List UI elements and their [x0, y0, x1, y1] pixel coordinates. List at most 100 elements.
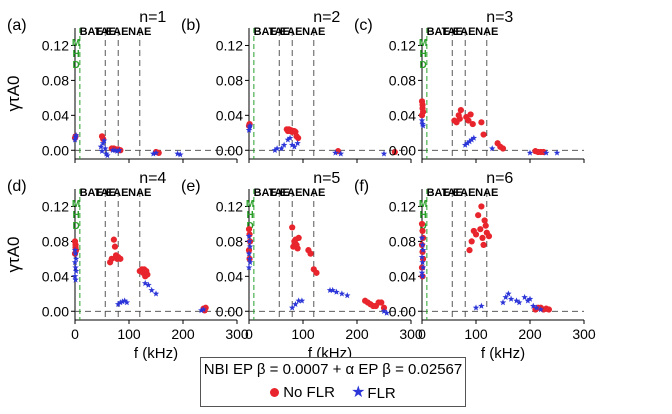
data-point-no-flr — [545, 306, 553, 313]
data-point-flr — [111, 146, 119, 154]
data-point-no-flr — [295, 134, 302, 142]
data-point-no-flr — [110, 236, 117, 243]
data-point-no-flr — [295, 234, 302, 242]
data-point-no-flr — [117, 255, 124, 262]
data-point-flr — [72, 276, 79, 283]
data-point-no-flr — [478, 203, 485, 210]
data-point-no-flr — [468, 238, 475, 245]
y-tick-label: 0.04 — [42, 107, 69, 123]
mhd-letter: M — [419, 38, 427, 49]
y-tick-label: 0.08 — [42, 233, 69, 249]
data-point-flr — [526, 295, 534, 302]
data-point-no-flr — [480, 241, 487, 248]
gap-label-bae: BAE — [427, 26, 450, 38]
y-tick-label: 0.04 — [389, 107, 416, 123]
legend-row: No FLR ★ FLR — [201, 384, 465, 402]
data-point-flr — [380, 307, 388, 315]
data-point-no-flr — [466, 247, 473, 254]
panel-title: n=3 — [486, 9, 513, 26]
data-point-flr — [418, 117, 426, 124]
data-point-flr — [507, 295, 515, 302]
data-point-flr — [198, 306, 205, 314]
x-tick-label: 200 — [518, 326, 542, 342]
data-point-flr — [72, 267, 80, 274]
data-point-flr — [271, 146, 279, 154]
data-point-no-flr — [475, 212, 482, 219]
gap-label-tae: TAE — [95, 187, 116, 199]
data-point-flr — [245, 126, 253, 133]
data-point-no-flr — [481, 217, 488, 224]
y-tick-label: 0.00 — [42, 142, 69, 158]
gap-label-eae: EAE — [453, 26, 476, 38]
x-axis-label: f (kHz) — [134, 345, 178, 362]
x-tick-label: 0 — [418, 326, 426, 342]
data-point-flr — [419, 120, 426, 127]
y-tick-label: 0.00 — [216, 303, 243, 319]
data-point-flr — [478, 302, 485, 309]
data-point-flr — [286, 134, 294, 141]
data-point-flr — [141, 279, 149, 287]
mhd-letter: D — [72, 60, 79, 71]
data-point-no-flr — [478, 119, 485, 126]
data-point-flr — [121, 297, 128, 304]
data-point-flr — [246, 258, 254, 266]
data-point-flr — [71, 246, 79, 253]
panel-title: n=6 — [486, 170, 513, 187]
data-point-flr — [177, 151, 184, 158]
y-tick-label: 0.08 — [389, 233, 416, 249]
data-point-flr — [246, 122, 254, 129]
gap-label-tae: TAE — [442, 187, 463, 199]
x-tick-label: 0 — [71, 326, 79, 342]
y-tick-label: 0.04 — [42, 268, 69, 284]
gap-label-bae: BAE — [254, 187, 277, 199]
x-tick-label: 200 — [345, 326, 369, 342]
y-tick-label: 0.12 — [216, 37, 243, 53]
panel-label: (b) — [181, 17, 201, 34]
data-point-flr — [338, 290, 346, 297]
data-point-flr — [245, 250, 253, 257]
data-point-flr — [152, 290, 160, 297]
panel-label: (f) — [354, 178, 369, 195]
data-point-flr — [72, 132, 80, 139]
gap-label-nae: NAE — [302, 187, 325, 199]
y-tick-label: 0.08 — [216, 233, 243, 249]
gap-label-bae: BAE — [80, 26, 103, 38]
data-point-flr — [526, 149, 534, 156]
data-point-flr — [542, 149, 550, 156]
data-point-flr — [245, 232, 253, 239]
data-point-flr — [103, 150, 110, 157]
y-tick-label: 0.12 — [389, 198, 416, 214]
data-point-no-flr — [469, 120, 476, 128]
data-point-flr — [470, 134, 478, 141]
gap-label-tae: TAE — [269, 187, 290, 199]
x-axis-label: f (kHz) — [481, 345, 525, 362]
data-point-no-flr — [294, 245, 301, 252]
data-point-flr — [71, 258, 79, 266]
gap-label-tae: TAE — [442, 26, 463, 38]
data-point-flr — [278, 145, 285, 152]
data-point-flr — [419, 258, 426, 266]
y-tick-label: 0.04 — [389, 268, 416, 284]
gap-label-nae: NAE — [475, 187, 498, 199]
data-point-no-flr — [482, 222, 489, 229]
data-point-flr — [419, 122, 427, 129]
data-point-no-flr — [144, 271, 151, 278]
data-point-flr — [499, 299, 507, 306]
data-point-flr — [502, 293, 509, 301]
data-point-flr — [326, 286, 334, 294]
y-tick-label: 0.00 — [389, 303, 416, 319]
data-point-flr — [280, 141, 288, 148]
y-tick-label: 0.00 — [216, 142, 243, 158]
gap-label-eae: EAE — [280, 26, 303, 38]
panel-label: (e) — [181, 178, 201, 195]
data-point-flr — [295, 297, 302, 304]
data-point-flr — [515, 299, 523, 306]
data-point-flr — [464, 139, 471, 147]
data-point-no-flr — [418, 220, 426, 228]
star-marker-icon: ★ — [351, 384, 366, 401]
data-point-no-flr — [467, 111, 474, 118]
panel-title: n=1 — [139, 9, 166, 26]
